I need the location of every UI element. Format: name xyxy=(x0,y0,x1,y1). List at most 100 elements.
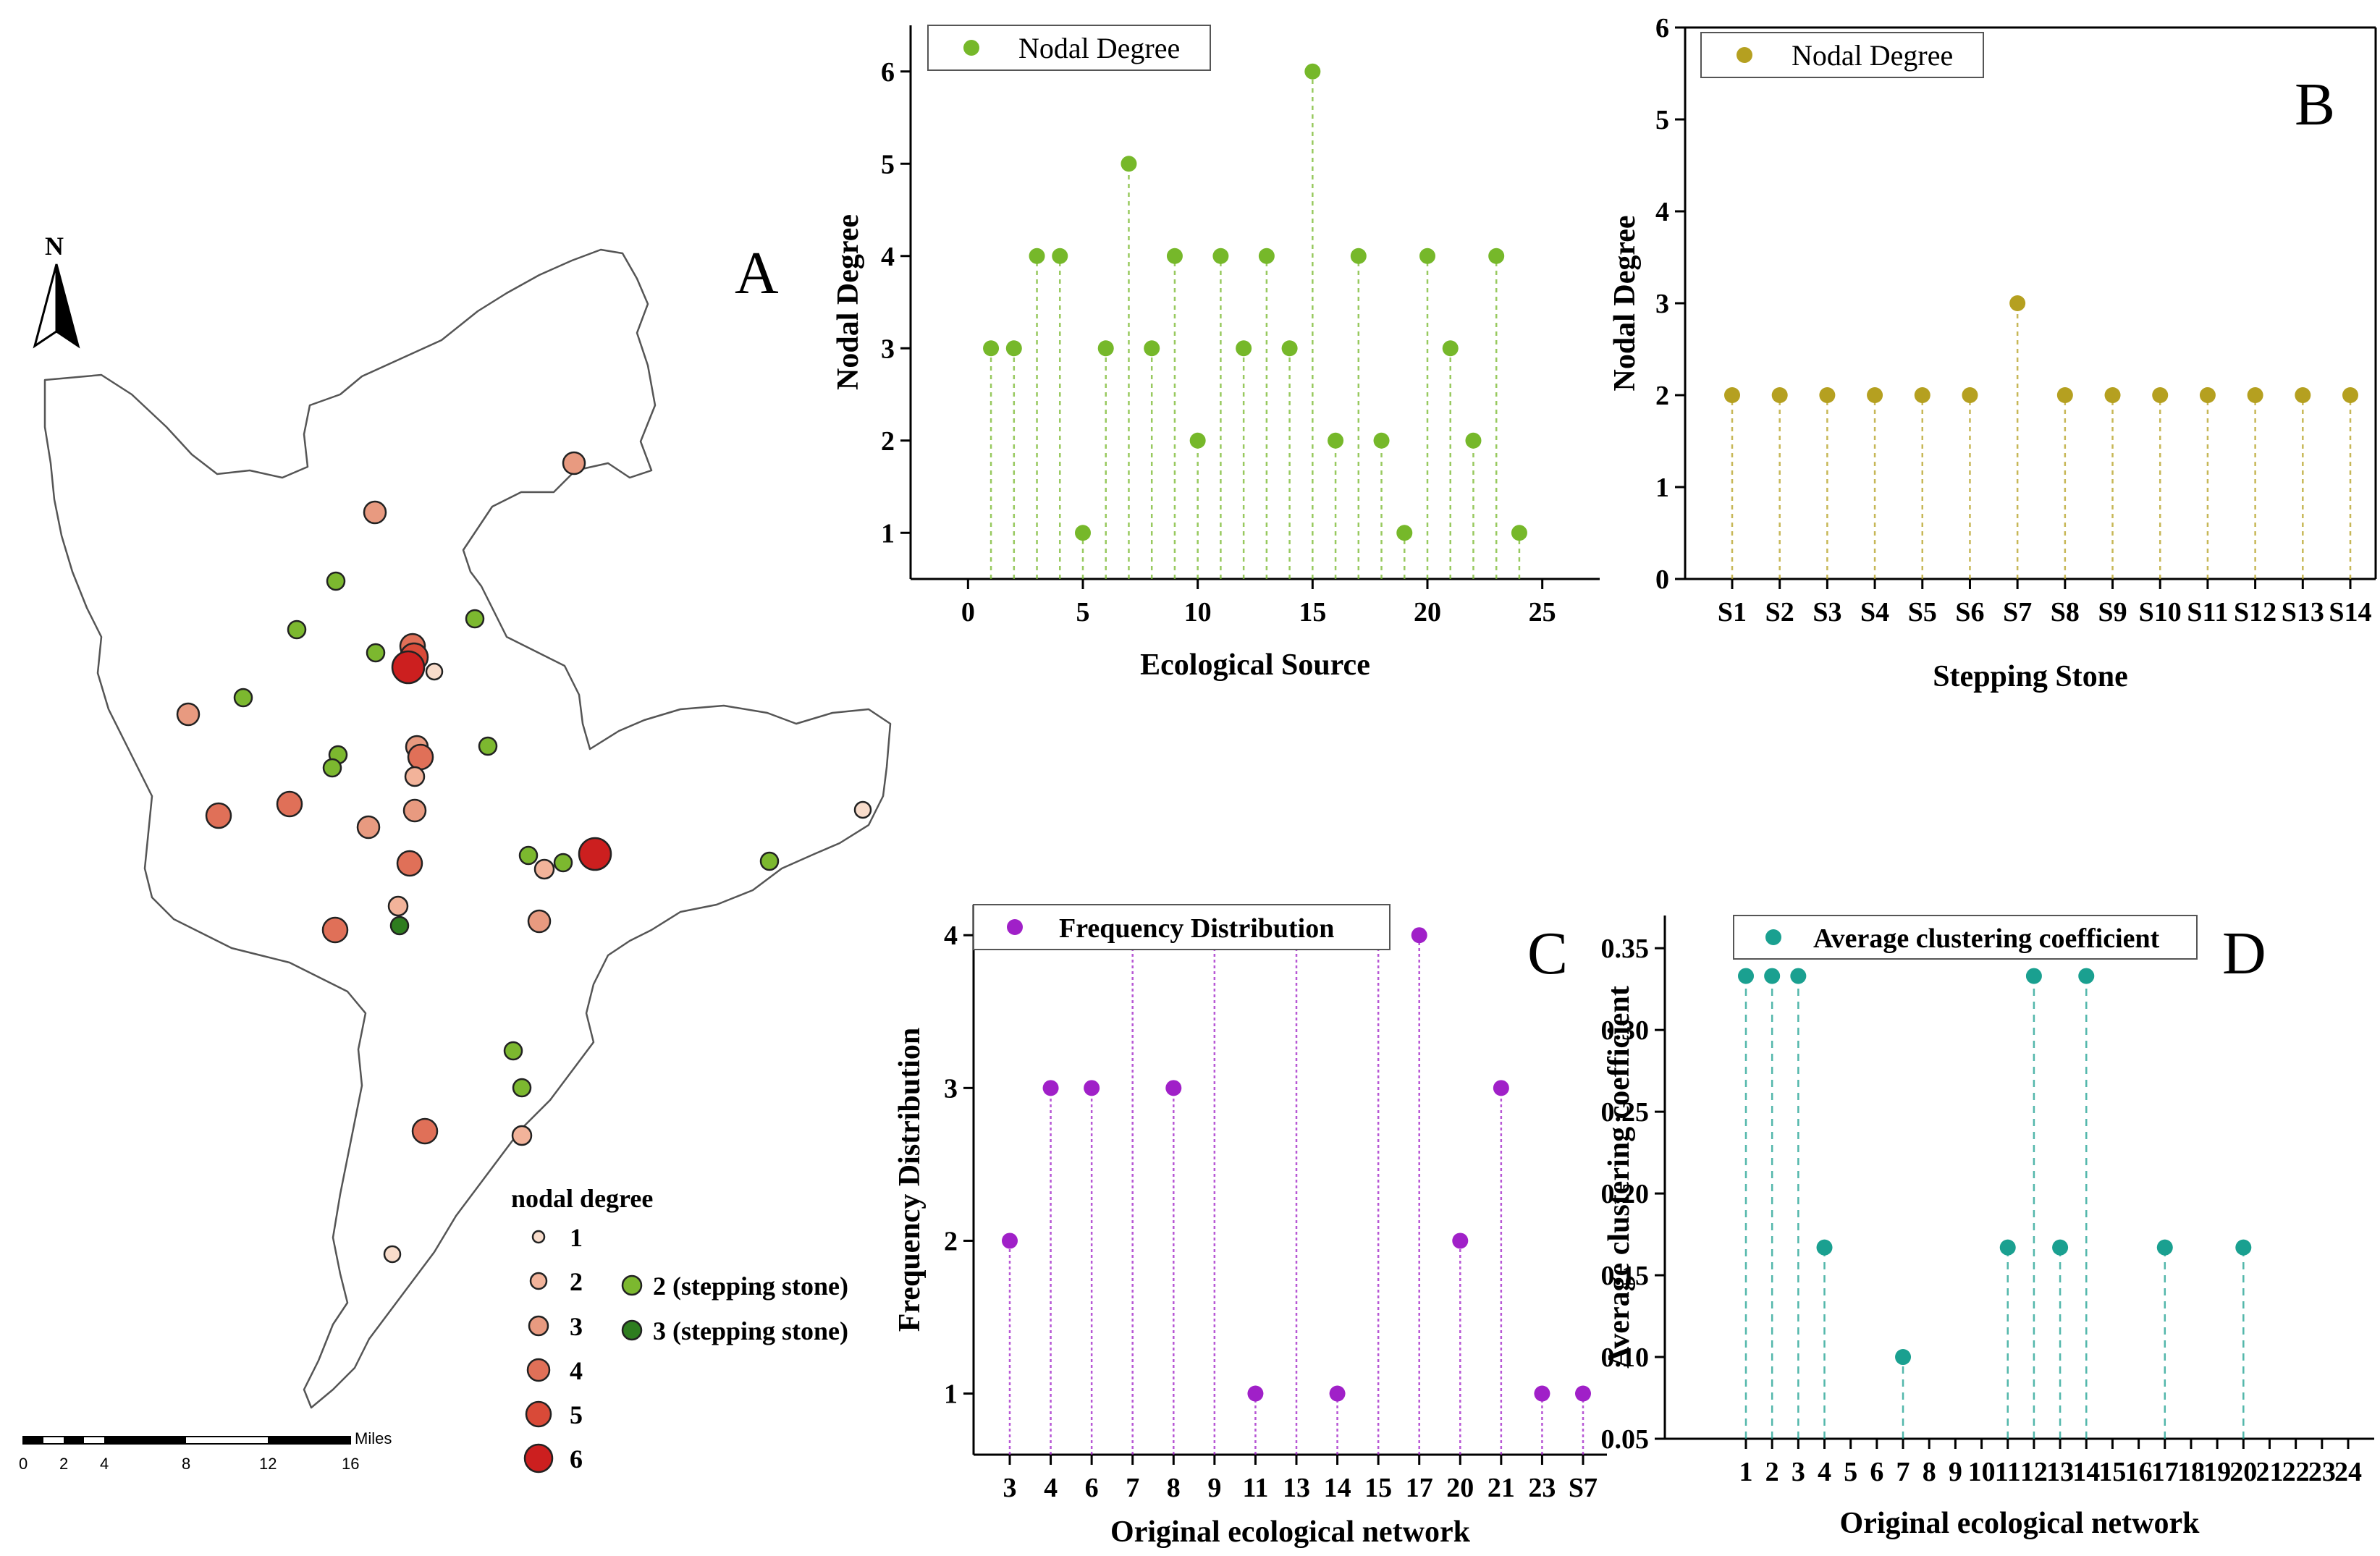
map-legend-label-stepping-2: 2 (stepping stone) xyxy=(653,1272,848,1301)
y-tick-label: 5 xyxy=(1655,105,1669,135)
scale-tick-8: 8 xyxy=(182,1455,190,1473)
y-tick-label: 0.10 xyxy=(1601,1343,1650,1373)
data-point xyxy=(1999,1239,2016,1256)
data-point xyxy=(983,340,1000,357)
y-tick-label: 4 xyxy=(1655,197,1669,227)
scale-bar: Miles 0 2 4 8 12 16 xyxy=(19,1429,392,1473)
study-area-outline xyxy=(43,248,892,1409)
data-point xyxy=(1084,1080,1100,1096)
x-tick-label: 9 xyxy=(1949,1457,1962,1487)
y-axis-title: Average clustering coefficient xyxy=(1603,986,1636,1369)
legend-label: Average clustering coefficient xyxy=(1813,923,2160,954)
x-tick-label: 3 xyxy=(1003,1473,1017,1503)
x-tick-label: 21 xyxy=(2255,1457,2283,1487)
x-tick-label: 2 xyxy=(1765,1457,1779,1487)
map-node-stepping-stone xyxy=(759,851,780,871)
map-node-degree-1 xyxy=(853,800,872,819)
map-legend-label-degree-4: 4 xyxy=(570,1356,583,1385)
data-point xyxy=(1488,248,1505,264)
x-tick-label: S3 xyxy=(1813,597,1841,627)
data-point xyxy=(1350,248,1367,264)
data-point xyxy=(1442,340,1459,357)
data-point xyxy=(1002,1232,1018,1249)
y-tick-label: 0.30 xyxy=(1601,1015,1650,1046)
data-point xyxy=(1816,1239,1833,1256)
legend-marker xyxy=(963,40,979,56)
x-tick-label: 10 xyxy=(1184,597,1212,627)
x-tick-label: 6 xyxy=(1085,1473,1099,1503)
data-point xyxy=(1052,248,1068,264)
y-tick-label: 5 xyxy=(881,149,895,179)
x-axis-title: Stepping Stone xyxy=(1933,660,2128,693)
x-tick-label: S1 xyxy=(1718,597,1747,627)
x-tick-label: 17 xyxy=(1406,1473,1433,1503)
data-point xyxy=(1819,387,1836,403)
map-node-degree-4 xyxy=(411,1117,439,1145)
y-tick-label: 3 xyxy=(944,1073,958,1104)
x-tick-label: S13 xyxy=(2282,597,2324,627)
map-node-degree-3 xyxy=(363,500,387,525)
legend-marker xyxy=(1007,919,1023,935)
map-legend: 1 2 3 4 5 6 2 (stepping stone) 3 (stepping ston… xyxy=(523,1223,848,1473)
map-node-stepping-stone xyxy=(389,916,410,936)
x-tick-label: 7 xyxy=(1126,1473,1139,1503)
panel-label: C xyxy=(1527,920,1568,987)
x-tick-label: S12 xyxy=(2234,597,2276,627)
y-tick-label: 2 xyxy=(1655,381,1669,411)
data-point xyxy=(1373,432,1390,449)
legend-marker xyxy=(1765,929,1781,945)
y-tick-label: 4 xyxy=(944,921,958,951)
scale-tick-12: 12 xyxy=(259,1455,277,1473)
x-tick-label: 8 xyxy=(1167,1473,1181,1503)
legend-label: Nodal Degree xyxy=(1792,39,1953,72)
data-point xyxy=(1075,525,1091,541)
data-point xyxy=(1304,63,1321,80)
data-point xyxy=(1236,340,1252,357)
data-point xyxy=(1281,340,1298,357)
y-tick-label: 6 xyxy=(1655,13,1669,43)
map-node-degree-2 xyxy=(404,766,426,787)
map-node-stepping-stone xyxy=(478,736,498,756)
x-tick-label: 23 xyxy=(1528,1473,1556,1503)
x-tick-label: S2 xyxy=(1765,597,1794,627)
map-legend-swatch-degree-6 xyxy=(523,1443,554,1473)
x-tick-label: 7 xyxy=(1896,1457,1910,1487)
x-tick-label: 16 xyxy=(2125,1457,2153,1487)
panel-label: B xyxy=(2295,71,2335,138)
x-tick-label: 20 xyxy=(1446,1473,1474,1503)
data-point xyxy=(1867,387,1883,403)
x-tick-label: S9 xyxy=(2098,597,2127,627)
x-tick-label: 6 xyxy=(1870,1457,1883,1487)
legend-label: Frequency Distribution xyxy=(1059,913,1334,944)
y-tick-label: 1 xyxy=(881,518,895,549)
y-tick-label: 0.20 xyxy=(1601,1179,1650,1209)
x-tick-label: S5 xyxy=(1908,597,1937,627)
data-point xyxy=(1212,248,1229,264)
map-node-degree-2 xyxy=(387,895,409,917)
x-tick-label: 25 xyxy=(1529,597,1556,627)
y-tick-label: 0.15 xyxy=(1601,1261,1650,1291)
x-axis-title: Original ecological network xyxy=(1110,1515,1471,1549)
map-node-stepping-stone xyxy=(503,1041,523,1061)
data-point xyxy=(2199,387,2216,403)
data-point xyxy=(1724,387,1740,403)
data-point xyxy=(1042,1080,1059,1096)
scale-tick-16: 16 xyxy=(342,1455,359,1473)
data-point xyxy=(2078,968,2095,984)
legend-marker xyxy=(1737,47,1752,63)
data-point xyxy=(1575,1385,1591,1402)
y-tick-label: 2 xyxy=(944,1226,958,1256)
data-point xyxy=(1029,248,1045,264)
x-tick-label: 11 xyxy=(1995,1457,2021,1487)
data-point xyxy=(1790,968,1807,984)
y-tick-label: 3 xyxy=(881,334,895,364)
x-tick-label: S11 xyxy=(2187,597,2228,627)
scale-tick-2: 2 xyxy=(59,1455,68,1473)
x-tick-label: 3 xyxy=(1792,1457,1805,1487)
data-point xyxy=(1165,1080,1182,1096)
data-point xyxy=(2025,968,2042,984)
x-tick-label: 19 xyxy=(2203,1457,2231,1487)
x-tick-label: 9 xyxy=(1207,1473,1221,1503)
legend-box xyxy=(973,904,1391,950)
